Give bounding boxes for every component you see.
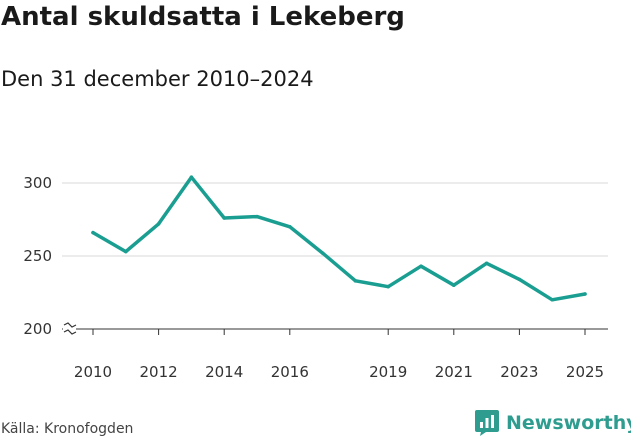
data-point [353,279,358,283]
y-tick-label: 200 [23,320,52,338]
x-tick-label: 2016 [271,363,309,381]
data-point [484,261,489,266]
y-tick-label: 300 [23,174,52,192]
source-note: Källa: Kronofogden [1,421,134,437]
newsworthy-logo: Newsworthy [474,407,631,439]
x-tick-label: 2021 [435,363,473,381]
data-point [124,249,128,254]
x-axis: 2010 2012 2014 2016 2019 2021 2023 2025 [74,329,604,381]
axis-break-line [63,329,77,335]
axis-break-line [63,322,77,328]
x-tick-label: 2025 [566,363,604,381]
x-tick-label: 2012 [140,363,178,381]
series-line [91,175,587,302]
data-point [550,298,554,302]
data-point [189,175,194,179]
data-point [91,230,95,235]
brand-name: Newsworthy [506,412,631,434]
series-layer [91,175,587,302]
data-point [156,222,161,226]
y-tick-label: 250 [23,247,52,265]
x-tick-label: 2014 [205,363,243,381]
data-point [517,277,522,282]
newsworthy-logo-icon [475,410,499,436]
data-point [419,264,423,268]
axis-break-icon [63,322,77,335]
x-tick-label: 2019 [369,363,407,381]
x-tick-label: 2023 [500,363,538,381]
data-point [320,251,325,255]
gridlines [62,182,608,330]
x-tick-label: 2010 [74,363,112,381]
chart-title: Antal skuldsatta i Lekeberg [1,2,405,32]
chart-subtitle: Den 31 december 2010–2024 [1,67,314,91]
y-axis-ticks: 200 250 300 [23,174,52,338]
data-point [255,214,259,219]
data-point [386,284,390,289]
data-point [583,292,587,296]
data-point [452,283,456,287]
data-point [288,225,292,229]
data-point [222,216,226,220]
